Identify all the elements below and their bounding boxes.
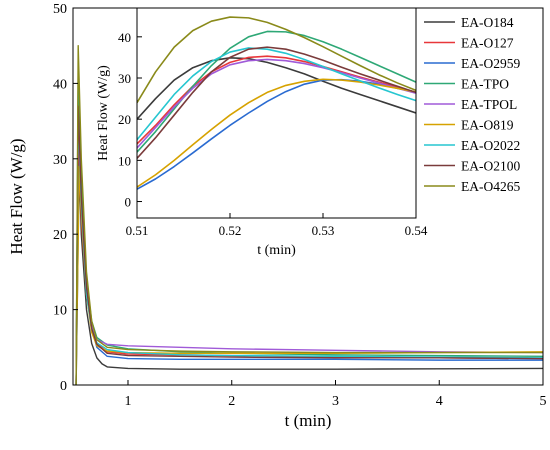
inset-series-line-ea-o2100	[137, 46, 416, 159]
inset-plot: 0.51 0.52 0.53 0.54 0 10 20 30 40 t (min) Heat Flo…	[96, 7, 428, 258]
inset-x-axis-title: t (min)	[257, 243, 296, 258]
inset-series-line-ea-o2959	[137, 78, 416, 190]
series-line-ea-o184	[75, 135, 543, 385]
inset-series-line-ea-tpol	[137, 58, 416, 149]
legend-label-ea-o4265: EA-O4265	[461, 179, 520, 194]
inset-frame	[136, 7, 417, 219]
legend-label-ea-o2959: EA-O2959	[461, 56, 520, 71]
inset-y-tick-label: 30	[118, 71, 131, 86]
inset-y-tick-label: 20	[118, 112, 131, 127]
y-tick-label: 0	[60, 379, 67, 394]
y-axis-title: Heat Flow (W/g)	[7, 138, 26, 254]
series-line-ea-o2100	[75, 105, 543, 385]
inset-x-tick-label: 0.53	[312, 223, 335, 238]
inset-series-group	[137, 16, 416, 190]
inset-background	[137, 8, 416, 218]
legend-label-ea-o184: EA-O184	[461, 15, 514, 30]
legend-label-ea-tpo: EA-TPO	[461, 77, 509, 92]
series-group	[75, 45, 543, 385]
x-tick-label: 2	[228, 394, 235, 409]
x-tick-label: 3	[332, 394, 339, 409]
y-tick-label: 50	[53, 2, 67, 17]
x-tick-label: 4	[436, 394, 443, 409]
inset-series-line-ea-o4265	[137, 16, 416, 104]
inset-x-tick-label: 0.51	[126, 223, 149, 238]
inset-y-tick-label: 40	[118, 30, 131, 45]
legend-label-ea-o127: EA-O127	[461, 36, 514, 51]
y-tick-label: 40	[53, 77, 67, 92]
inset-y-tick-label: 10	[118, 153, 131, 168]
series-line-ea-o4265	[75, 45, 543, 385]
x-tick-label: 5	[540, 394, 547, 409]
inset-y-axis-title: Heat Flow (W/g)	[96, 65, 111, 161]
legend-label-ea-tpol: EA-TPOL	[461, 97, 517, 112]
legend-label-ea-o819: EA-O819	[461, 118, 514, 133]
inset-x-tick-label: 0.52	[219, 223, 242, 238]
y-tick-label: 30	[53, 153, 67, 168]
inset-series-line-ea-o2022	[137, 47, 416, 141]
inset-x-tick-label: 0.54	[405, 223, 428, 238]
y-tick-label: 10	[53, 304, 67, 319]
x-axis-title: t (min)	[285, 411, 332, 430]
inset-series-line-ea-o184	[137, 57, 416, 120]
legend: EA-O184 EA-O127 EA-O2959 EA-TPO EA-TPOL EA-O8…	[424, 15, 520, 194]
legend-label-ea-o2100: EA-O2100	[461, 159, 520, 174]
inset-y-tick-label: 0	[125, 195, 132, 210]
x-tick-label: 1	[124, 394, 131, 409]
legend-label-ea-o2022: EA-O2022	[461, 138, 520, 153]
y-tick-label: 20	[53, 228, 67, 243]
